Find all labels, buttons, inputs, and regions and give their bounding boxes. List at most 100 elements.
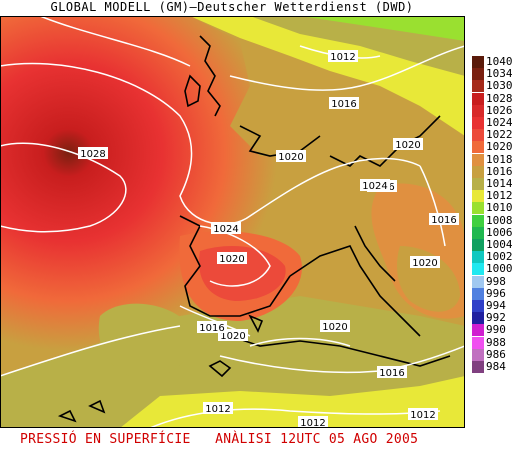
legend-label: 1008 [486, 213, 513, 227]
field-high-atlantic [0, 16, 380, 376]
field-1012-south [120, 376, 465, 428]
legend-entry: 994 [472, 300, 520, 312]
footer-analysis-time: ANÀLISI 12UTC 05 AGO 2005 [215, 432, 419, 447]
isobar-label: 1020 [393, 138, 423, 151]
field-1010-north [300, 16, 465, 41]
legend-label: 1026 [486, 103, 513, 117]
legend-swatch [472, 153, 484, 166]
legend-swatch [472, 324, 484, 337]
legend-swatch [472, 312, 484, 325]
legend-swatch [472, 165, 484, 178]
legend-swatch [472, 129, 484, 142]
isobar-label: 1012 [328, 50, 358, 63]
footer-product: PRESSIÓ EN SUPERFÍCIE [20, 432, 191, 447]
legend-swatch [472, 104, 484, 117]
legend-label: 992 [486, 311, 506, 325]
map-title: GLOBAL MODELL (GM)—Deutscher Wetterdiens… [50, 0, 414, 14]
legend-label: 1004 [486, 238, 513, 251]
legend-label: 1028 [486, 91, 513, 105]
svg-text:1020: 1020 [412, 258, 437, 269]
legend-entry: 996 [472, 286, 520, 300]
svg-text:1028: 1028 [80, 149, 105, 160]
legend-label: 1030 [486, 79, 513, 93]
svg-text:1016: 1016 [331, 99, 356, 110]
legend-entry: 1034 [472, 68, 520, 81]
isobar-label: 1020 [410, 256, 440, 269]
legend-entry: 992 [472, 311, 520, 325]
legend-entry: 1000 [472, 263, 520, 276]
svg-text:1012: 1012 [410, 410, 435, 421]
legend-swatch [472, 226, 484, 239]
svg-text:1012: 1012 [205, 404, 230, 415]
pressure-map: 1028 1024 1020 1020 1016 1016 1012 1016 … [0, 16, 465, 428]
legend-swatch [472, 202, 484, 215]
isobar-label: 1020 [276, 150, 306, 163]
svg-text:1024: 1024 [213, 224, 238, 235]
isobar-label: 1016 [377, 366, 407, 379]
svg-text:1020: 1020 [395, 140, 420, 151]
isobar-label: 1020 [217, 252, 247, 265]
legend-label: 1012 [486, 189, 513, 203]
legend-label: 990 [486, 323, 506, 337]
legend-label: 1014 [486, 177, 513, 190]
legend-entry: 1040 [472, 56, 520, 68]
legend-entry: 1024 [472, 117, 520, 129]
legend-entry: 1028 [472, 91, 520, 105]
legend-entry: 1016 [472, 164, 520, 178]
svg-text:1020: 1020 [322, 322, 347, 333]
legend-label: 984 [486, 360, 506, 373]
legend-label: 1016 [486, 164, 513, 178]
isobar-label: 1024 [360, 179, 390, 192]
legend-label: 1020 [486, 140, 513, 154]
legend-entry: 1018 [472, 152, 520, 166]
svg-text:1020: 1020 [219, 254, 244, 265]
svg-text:1016: 1016 [431, 215, 456, 226]
legend-label: 986 [486, 347, 506, 361]
svg-text:1016: 1016 [379, 368, 404, 379]
legend-label: 998 [486, 274, 506, 288]
isobar-label: 1012 [298, 416, 328, 428]
isobar-label: 1016 [429, 213, 459, 226]
legend-label: 996 [486, 286, 506, 300]
legend-swatch [472, 56, 484, 68]
legend-label: 988 [486, 335, 506, 349]
legend-entry: 990 [472, 323, 520, 337]
legend-entry: 1014 [472, 178, 520, 190]
legend-label: 994 [486, 299, 506, 312]
legend-entry: 1010 [472, 201, 520, 215]
legend-entry: 986 [472, 347, 520, 361]
legend-swatch [472, 361, 484, 373]
legend-swatch [472, 275, 484, 288]
legend-swatch [472, 251, 484, 264]
svg-text:1016: 1016 [199, 323, 224, 334]
legend-label: 1024 [486, 116, 513, 129]
legend-entry: 1030 [472, 79, 520, 93]
legend-swatch [472, 239, 484, 251]
legend-entry: 988 [472, 335, 520, 349]
svg-text:1012: 1012 [300, 418, 325, 428]
svg-text:1012: 1012 [330, 52, 355, 63]
isobar-label: 1016 [329, 97, 359, 110]
legend-swatch [472, 336, 484, 349]
isobar-label: 1012 [203, 402, 233, 415]
legend-label: 1040 [486, 55, 513, 68]
legend-label: 1018 [486, 152, 513, 166]
legend-entry: 1004 [472, 239, 520, 251]
isobar-labels: 1028 1024 1020 1020 1016 1016 1012 1016 … [78, 50, 459, 428]
legend-entry: 998 [472, 274, 520, 288]
coastlines [57, 35, 451, 423]
map-footer: PRESSIÓ EN SUPERFÍCIE ANÀLISI 12UTC 05 A… [20, 432, 418, 447]
map-frame [0, 16, 465, 428]
isobar-label: 1016 [197, 321, 227, 334]
legend-swatch [472, 178, 484, 190]
legend-label: 1006 [486, 225, 513, 239]
legend-swatch [472, 287, 484, 300]
svg-text:1020: 1020 [278, 152, 303, 163]
isobars [0, 16, 465, 428]
legend-entry: 1022 [472, 129, 520, 142]
isobar-label: 1012 [408, 408, 438, 421]
legend-entry: 984 [472, 361, 520, 373]
isobar-label: 1020 [320, 320, 350, 333]
legend-label: 1010 [486, 201, 513, 215]
legend-swatch [472, 92, 484, 105]
